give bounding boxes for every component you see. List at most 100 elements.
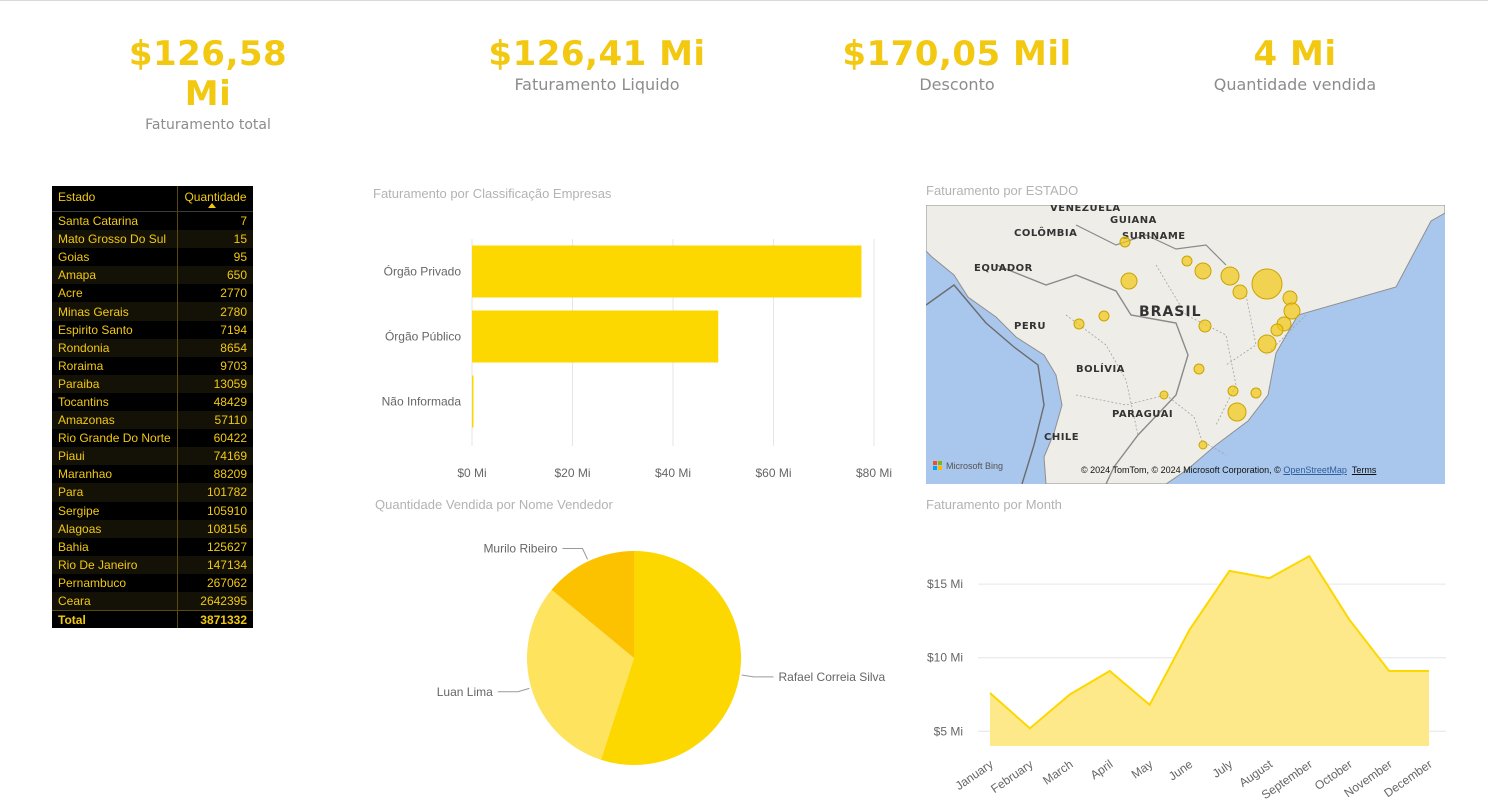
bar-chart[interactable]: $0 Mi $20 Mi $40 Mi $60 Mi $80 Mi Órgão Priva… xyxy=(360,205,920,490)
cell-estado: Paraiba xyxy=(52,374,178,393)
map-bubble[interactable] xyxy=(1181,255,1193,267)
table-row[interactable]: Amazonas 57110 xyxy=(52,411,253,430)
map-bubble[interactable] xyxy=(1098,310,1110,322)
column-header-quantidade[interactable]: Quantidade xyxy=(178,186,253,211)
kpi-card-faturamento-total[interactable]: $126,58 Mi Faturamento total xyxy=(108,34,308,136)
bar[interactable] xyxy=(472,310,719,363)
table-row[interactable]: Pernambuco 267062 xyxy=(52,573,253,592)
map-bubble[interactable] xyxy=(1193,363,1205,375)
table-row[interactable]: Espirito Santo 7194 xyxy=(52,320,253,339)
column-header-estado[interactable]: Estado xyxy=(52,186,178,211)
map-bubbles[interactable] xyxy=(926,205,1445,484)
table-row[interactable]: Acre 2770 xyxy=(52,284,253,303)
cell-estado: Alagoas xyxy=(52,519,178,538)
pie-leader-line xyxy=(562,548,589,560)
table-row[interactable]: Tocantins 48429 xyxy=(52,392,253,412)
area-x-tick-label: June xyxy=(1166,757,1196,784)
cell-estado: Rondonia xyxy=(52,338,178,357)
area-x-tick-label: March xyxy=(1040,757,1075,788)
bar[interactable] xyxy=(472,245,862,298)
cell-quantidade: 2770 xyxy=(220,286,247,301)
kpi-label: Quantidade vendida xyxy=(1213,75,1377,94)
map-bubble[interactable] xyxy=(1232,284,1248,300)
cell-quantidade: 7 xyxy=(240,214,247,229)
map-label-paraguai: PARAGUAI xyxy=(1112,409,1174,420)
cell-quantidade: 60422 xyxy=(213,431,247,446)
map-bubble[interactable] xyxy=(1073,318,1085,330)
table-row[interactable]: Sergipe 105910 xyxy=(52,501,253,520)
area-line[interactable] xyxy=(989,554,1429,730)
map-label-venezuela: VENEZUELA xyxy=(1050,205,1121,214)
bar-category-label: Órgão Privado xyxy=(384,264,462,279)
map-bubble[interactable] xyxy=(1120,272,1138,290)
table-row[interactable]: Rio De Janeiro 147134 xyxy=(52,555,253,574)
map-bubble[interactable] xyxy=(1194,262,1212,280)
map-bubble[interactable] xyxy=(1119,236,1131,248)
table-row[interactable]: Alagoas 108156 xyxy=(52,519,253,538)
area-y-tick-label: $15 Mi xyxy=(927,577,963,591)
table-row[interactable]: Ceara 2642395 xyxy=(52,591,253,611)
terms-link[interactable]: Terms xyxy=(1351,465,1377,475)
pie-chart[interactable]: Rafael Correia Silva Luan Lima Murilo Ribe… xyxy=(360,520,900,810)
map-label-suriname: SURINAME xyxy=(1122,231,1186,242)
map-credit-text: © 2024 TomTom, © 2024 Microsoft Corporat… xyxy=(1081,465,1284,475)
bar-x-tick-label: $40 Mi xyxy=(655,466,691,480)
map-bubble[interactable] xyxy=(1251,268,1283,300)
cell-estado: Roraima xyxy=(52,356,178,375)
estado-quantidade-table[interactable]: Estado Quantidade Santa Catarina 7 Mato Gr… xyxy=(52,186,253,629)
table-row[interactable]: Amapa 650 xyxy=(52,266,253,285)
estado-map[interactable]: VENEZUELA GUIANA SURINAME COLÔMBIA EQUAD… xyxy=(926,205,1445,484)
cell-quantidade: 105910 xyxy=(206,503,247,518)
pie-slice[interactable] xyxy=(600,551,741,765)
kpi-label: Desconto xyxy=(919,75,995,94)
table-row[interactable]: Mato Grosso Do Sul 15 xyxy=(52,230,253,249)
top-divider xyxy=(0,0,1488,1)
cell-estado: Amapa xyxy=(52,266,178,285)
table-row[interactable]: Para 101782 xyxy=(52,483,253,502)
table-body: Santa Catarina 7 Mato Grosso Do Sul 15 Goias… xyxy=(52,212,253,611)
map-bubble[interactable] xyxy=(1270,323,1284,337)
bar[interactable] xyxy=(472,375,474,428)
cell-quantidade: 13059 xyxy=(213,376,247,391)
kpi-value: $170,05 Mil xyxy=(842,34,1072,74)
table-row[interactable]: Santa Catarina 7 xyxy=(52,212,253,231)
table-row[interactable]: Maranhao 88209 xyxy=(52,465,253,484)
cell-estado: Santa Catarina xyxy=(52,212,178,231)
pie-chart-title: Quantidade Vendida por Nome Vendedor xyxy=(375,497,613,512)
map-label-chile: CHILE xyxy=(1044,432,1080,443)
table-row[interactable]: Rio Grande Do Norte 60422 xyxy=(52,429,253,448)
map-label-bolivia: BOLÍVIA xyxy=(1076,364,1125,375)
map-bubble[interactable] xyxy=(1227,402,1247,422)
column-header-label: Quantidade xyxy=(184,190,247,204)
bar-category-label: Não Informada xyxy=(382,395,462,409)
map-bubble[interactable] xyxy=(1257,334,1277,354)
kpi-card-quantidade-vendida[interactable]: 4 Mi Quantidade vendida xyxy=(1190,34,1400,96)
table-row[interactable]: Bahia 125627 xyxy=(52,537,253,556)
map-bubble[interactable] xyxy=(1220,266,1240,286)
cell-quantidade: 95 xyxy=(233,250,247,265)
table-row[interactable]: Piaui 74169 xyxy=(52,447,253,466)
map-bubble[interactable] xyxy=(1198,440,1208,450)
cell-estado: Amazonas xyxy=(52,411,178,430)
total-label: Total xyxy=(52,611,178,629)
cell-quantidade: 74169 xyxy=(213,449,247,464)
pie-slice[interactable] xyxy=(551,551,634,658)
map-bubble[interactable] xyxy=(1198,319,1212,333)
openstreetmap-link[interactable]: OpenStreetMap xyxy=(1283,465,1347,475)
bar-x-tick-label: $60 Mi xyxy=(755,466,791,480)
table-row[interactable]: Minas Gerais 2780 xyxy=(52,302,253,321)
table-row[interactable]: Roraima 9703 xyxy=(52,356,253,375)
map-bubble[interactable] xyxy=(1227,385,1239,397)
kpi-card-desconto[interactable]: $170,05 Mil Desconto xyxy=(840,34,1074,96)
cell-quantidade: 48429 xyxy=(213,394,247,409)
map-bubble[interactable] xyxy=(1250,387,1262,399)
table-row[interactable]: Rondonia 8654 xyxy=(52,338,253,357)
map-bubble[interactable] xyxy=(1159,390,1169,400)
table-row[interactable]: Goias 95 xyxy=(52,248,253,267)
map-bubble[interactable] xyxy=(1283,302,1301,320)
map-attribution: © 2024 TomTom, © 2024 Microsoft Corporat… xyxy=(1081,465,1376,475)
kpi-card-faturamento-liquido[interactable]: $126,41 Mi Faturamento Liquido xyxy=(480,34,714,96)
table-row[interactable]: Paraiba 13059 xyxy=(52,374,253,393)
pie-slice[interactable] xyxy=(527,589,634,760)
